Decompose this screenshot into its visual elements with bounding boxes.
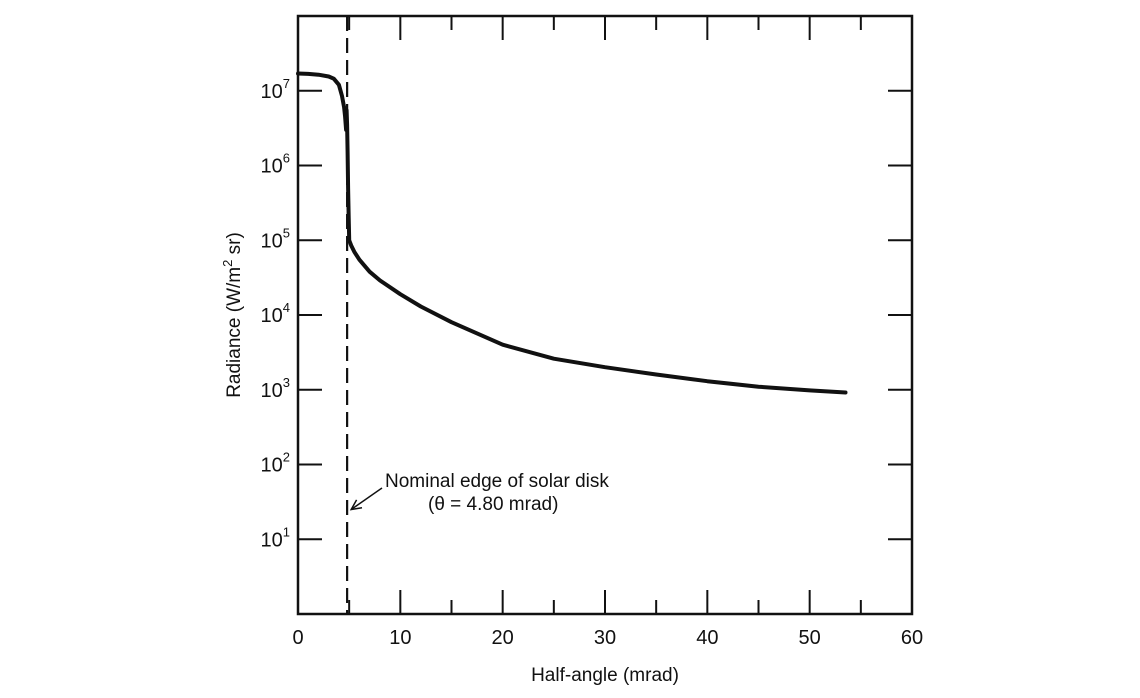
y-tick-label-base: 10 bbox=[261, 230, 283, 252]
y-tick-label: 105 bbox=[261, 225, 290, 252]
x-tick-label: 60 bbox=[901, 627, 923, 649]
y-axis-title-superscript: 2 bbox=[220, 260, 235, 267]
annotation-line2: (θ = 4.80 mrad) bbox=[428, 494, 558, 515]
x-tick-label: 40 bbox=[696, 627, 718, 649]
plot-frame bbox=[296, 14, 914, 616]
y-tick-label-exponent: 4 bbox=[283, 300, 290, 315]
y-axis-title-main: Radiance (W/m bbox=[224, 267, 245, 398]
y-tick-label-base: 10 bbox=[261, 529, 283, 551]
y-tick-label-exponent: 2 bbox=[283, 450, 290, 465]
y-tick-label-exponent: 1 bbox=[283, 524, 290, 539]
y-tick-label-exponent: 3 bbox=[283, 375, 290, 390]
radiance-curve bbox=[296, 71, 848, 395]
y-tick-label-base: 10 bbox=[261, 81, 283, 103]
x-tick-label: 0 bbox=[292, 627, 303, 649]
y-tick-label-base: 10 bbox=[261, 305, 283, 327]
y-tick-label-base: 10 bbox=[261, 156, 283, 178]
y-tick-label-exponent: 6 bbox=[283, 151, 290, 166]
x-tick-labels: 0 10 20 30 40 50 60 bbox=[292, 627, 923, 649]
y-tick-label: 103 bbox=[261, 375, 290, 402]
y-axis-title: Radiance (W/m2 sr) bbox=[220, 232, 245, 398]
x-tick-label: 50 bbox=[799, 627, 821, 649]
y-tick-label: 102 bbox=[261, 450, 290, 477]
y-tick-label: 101 bbox=[261, 524, 290, 551]
x-axis-title: Half-angle (mrad) bbox=[531, 665, 679, 686]
y-tick-label: 104 bbox=[261, 300, 290, 327]
annotation: Nominal edge of solar disk (θ = 4.80 mra… bbox=[349, 471, 609, 515]
x-tick-label: 10 bbox=[389, 627, 411, 649]
annotation-arrowhead bbox=[349, 499, 363, 511]
axis-ticks bbox=[297, 16, 913, 614]
x-tick-label: 20 bbox=[492, 627, 514, 649]
annotation-arrow bbox=[350, 487, 383, 511]
y-tick-label-exponent: 7 bbox=[283, 76, 290, 91]
annotation-line1: Nominal edge of solar disk bbox=[385, 471, 609, 492]
x-tick-label: 30 bbox=[594, 627, 616, 649]
y-tick-label: 106 bbox=[261, 151, 290, 178]
y-axis-title-end: sr) bbox=[224, 232, 245, 259]
y-tick-label-base: 10 bbox=[261, 455, 283, 477]
y-tick-label-exponent: 5 bbox=[283, 225, 290, 240]
y-tick-label-base: 10 bbox=[261, 380, 283, 402]
y-tick-label: 107 bbox=[261, 76, 290, 103]
